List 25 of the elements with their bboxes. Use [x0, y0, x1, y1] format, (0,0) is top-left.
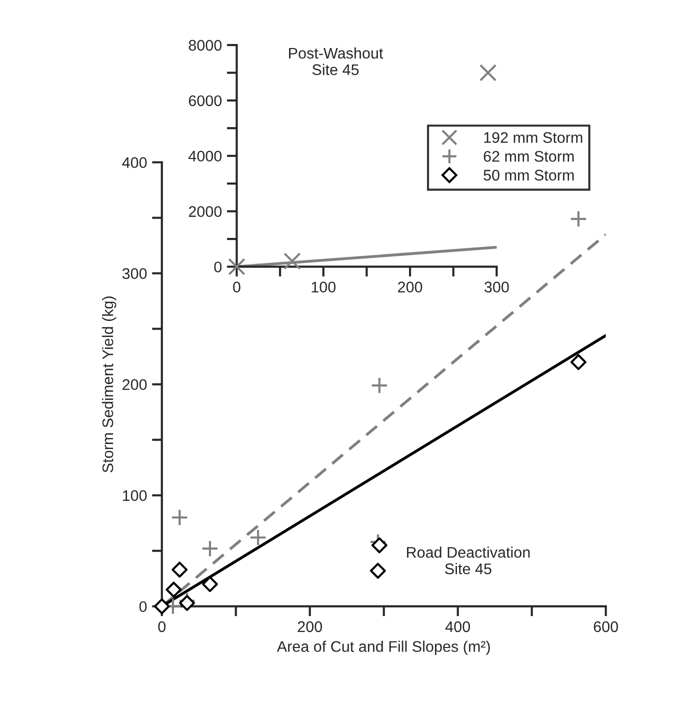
y-tick-label: 400	[122, 157, 147, 168]
x-tick-label: 300	[484, 282, 509, 292]
y-tick-label: 8000	[188, 40, 222, 51]
legend-label: 62 mm Storm	[484, 150, 574, 162]
x-tick-label: 200	[298, 621, 322, 632]
y-tick-label: 200	[122, 379, 147, 390]
x-tick-label: 0	[158, 621, 166, 632]
legend-label: 50 mm Storm	[484, 170, 574, 181]
y-tick-label: 0	[214, 262, 222, 272]
x-tick-label: 400	[445, 621, 470, 632]
y-tick-label: 4000	[188, 150, 222, 162]
text: 192 mm Storm	[484, 132, 582, 143]
x-tick-label: 200	[398, 282, 422, 292]
x-tick-label: 600	[594, 621, 618, 632]
y-tick-label: 0	[139, 601, 147, 612]
y-tick-label: 6000	[188, 95, 222, 106]
annotation: Post-Washout Site 45	[289, 47, 384, 76]
y-tick-label: 300	[122, 268, 147, 279]
x-tick-label: 0	[233, 282, 240, 292]
x-axis-title: Area of Cut and Fill Slopes (m²)	[276, 640, 490, 655]
y-tick-label: 2000	[188, 206, 222, 217]
y-axis-title: Storm Sediment Yield (kg)	[102, 296, 116, 472]
y-tick-label: 100	[122, 490, 147, 501]
x-tick-label: 100	[312, 282, 336, 292]
annotation: Road Deactivation Site 45	[407, 546, 530, 574]
